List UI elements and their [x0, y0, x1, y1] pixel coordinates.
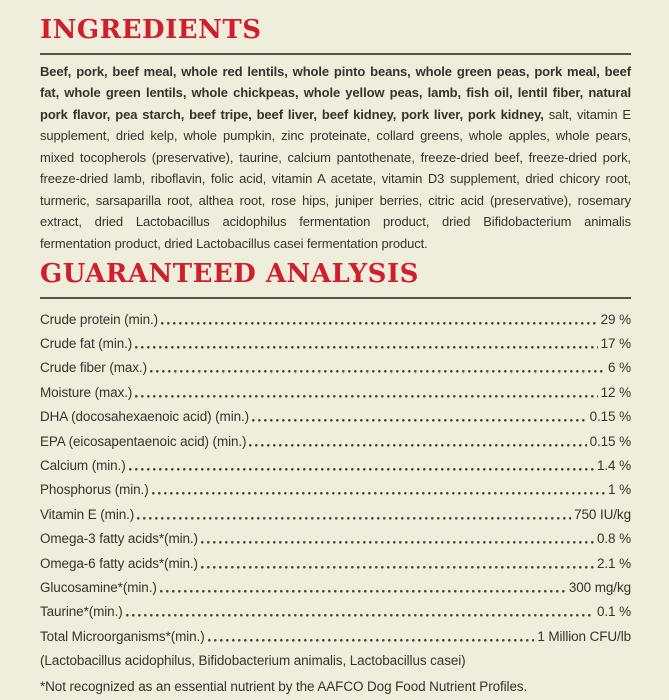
dot-leader	[252, 415, 587, 428]
nutrient-value: 0.1 %	[596, 604, 631, 620]
nutrient-label: Omega-6 fatty acids*(min.)	[40, 555, 198, 571]
dot-leader	[135, 342, 598, 355]
guaranteed-analysis-divider	[40, 297, 631, 300]
table-row: DHA (docosahexaenoic acid) (min.) 0.15 %	[40, 403, 632, 428]
dot-leader	[137, 512, 572, 525]
microorganisms-note: (Lactobacillus acidophilus, Bifidobacter…	[40, 652, 466, 668]
dot-leader	[125, 610, 594, 623]
table-row: Crude fiber (max.) 6 %	[40, 354, 631, 379]
dot-leader	[249, 439, 587, 452]
nutrient-value: 0.15 %	[589, 433, 632, 449]
dot-leader	[159, 585, 566, 598]
nutrient-value: 6 %	[608, 360, 631, 376]
ingredients-primary-list: Beef, pork, beef meal, whole red lentils…	[40, 63, 631, 122]
dot-leader	[207, 634, 535, 647]
nutrient-label: Moisture (max.)	[40, 384, 133, 400]
nutrient-value: 2.1 %	[596, 555, 631, 571]
nutrient-value: 12 %	[600, 384, 631, 400]
nutrient-label: Crude protein (min.)	[40, 311, 159, 327]
nutrient-label: Total Microorganisms*(min.)	[40, 628, 205, 644]
table-row: Omega-3 fatty acids*(min.) 0.8 %	[40, 525, 631, 550]
nutrient-label: Crude fiber (max.)	[40, 360, 147, 376]
dot-leader	[135, 390, 598, 403]
table-row: Vitamin E (min.) 750 IU/kg	[40, 500, 631, 525]
nutrient-label: EPA (eicosapentaenoic acid) (min.)	[40, 433, 247, 449]
guaranteed-analysis-table: Crude protein (min.) 29 % Crude fat (min…	[40, 305, 632, 647]
nutrient-value: 1 Million CFU/lb	[537, 628, 631, 644]
table-row: EPA (eicosapentaenoic acid) (min.) 0.15 …	[40, 427, 632, 452]
dot-leader	[200, 561, 594, 574]
nutrient-label: DHA (docosahexaenoic acid) (min.)	[40, 409, 250, 425]
nutrient-label: Crude fat (min.)	[40, 336, 133, 352]
nutrient-label: Calcium (min.)	[40, 458, 126, 474]
table-row: Glucosamine*(min.) 300 mg/kg	[40, 574, 631, 598]
dot-leader	[200, 537, 594, 550]
table-row: Calcium (min.) 1.4 %	[40, 452, 631, 477]
nutrient-value: 0.15 %	[589, 409, 632, 425]
nutrient-label: Phosphorus (min.)	[40, 482, 149, 498]
nutrient-label: Vitamin E (min.)	[40, 506, 135, 522]
ingredients-paragraph: Beef, pork, beef meal, whole red lentils…	[40, 61, 631, 255]
guaranteed-analysis-heading: GUARANTEED ANALYSIS	[40, 259, 419, 290]
ingredients-divider	[40, 52, 631, 55]
nutrient-value: 29 %	[600, 311, 631, 327]
table-row: Total Microorganisms*(min.) 1 Million CF…	[40, 622, 631, 647]
nutrient-value: 0.8 %	[596, 531, 631, 547]
nutrient-label: Taurine*(min.)	[40, 604, 123, 620]
nutrient-value: 750 IU/kg	[574, 506, 631, 522]
table-row: Omega-6 fatty acids*(min.) 2.1 %	[40, 549, 631, 574]
table-row: Taurine*(min.) 0.1 %	[40, 598, 631, 623]
nutrient-value: 17 %	[600, 336, 631, 352]
table-row: Phosphorus (min.) 1 %	[40, 476, 631, 501]
nutrient-label: Glucosamine*(min.)	[40, 579, 157, 595]
table-row: Crude protein (min.) 29 %	[40, 305, 631, 330]
dot-leader	[151, 488, 606, 501]
dot-leader	[128, 464, 594, 477]
ingredients-heading: INGREDIENTS	[40, 15, 262, 45]
dot-leader	[161, 317, 598, 330]
nutrient-label: Omega-3 fatty acids*(min.)	[40, 531, 198, 547]
nutrient-value: 1 %	[608, 482, 631, 498]
dot-leader	[149, 366, 606, 379]
aafco-footnote: *Not recognized as an essential nutrient…	[40, 678, 528, 694]
table-row: Moisture (max.) 12 %	[40, 378, 631, 403]
ingredients-secondary-list: salt, vitamin E supplement, dried kelp, …	[40, 106, 631, 251]
nutrient-value: 1.4 %	[596, 458, 631, 474]
table-row: Crude fat (min.) 17 %	[40, 330, 631, 355]
nutrient-value: 300 mg/kg	[568, 579, 631, 595]
